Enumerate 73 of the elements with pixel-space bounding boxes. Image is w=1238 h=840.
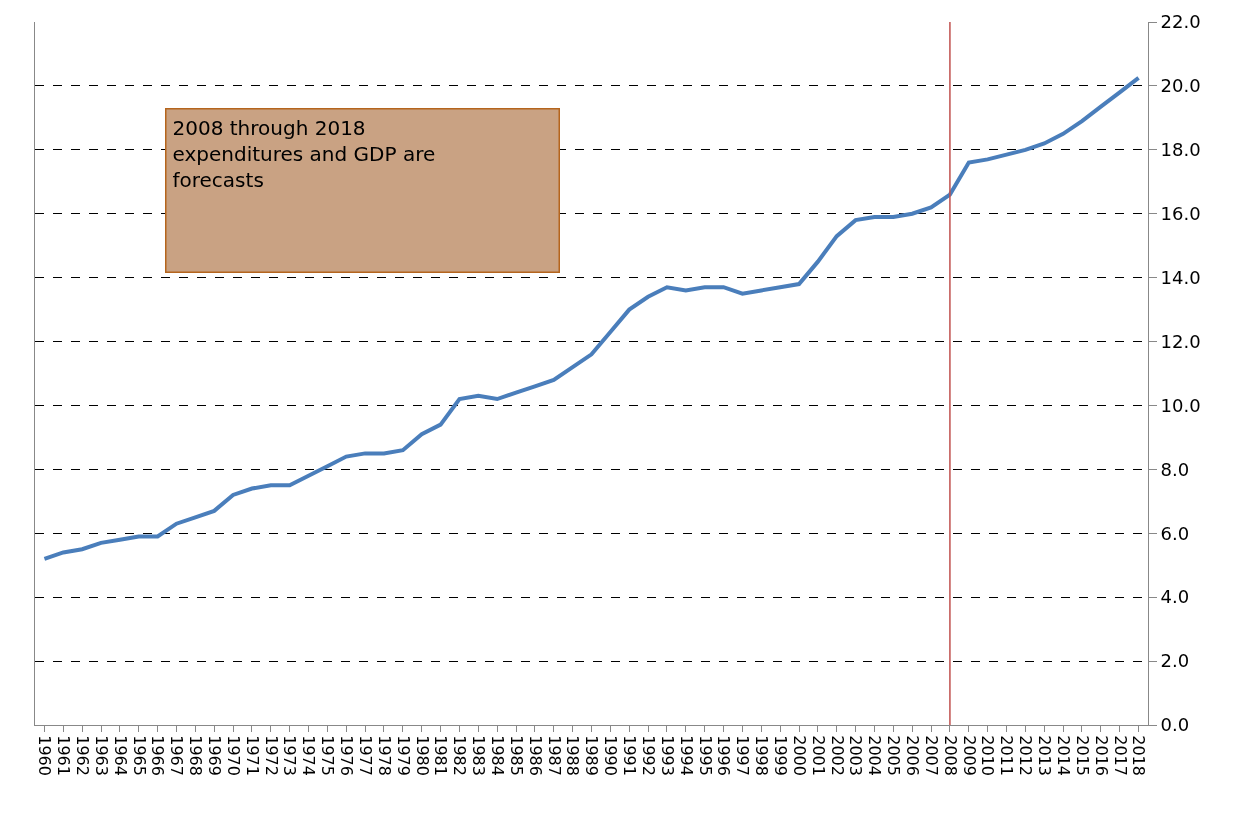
x-tick-label: 2005 xyxy=(884,735,904,776)
annotation: 2008 through 2018 expenditures and GDP are forecasts xyxy=(172,115,436,192)
y-tick-label: 14.0 xyxy=(1160,266,1201,288)
x-tick-label: 2007 xyxy=(921,735,941,776)
x-tick-label: 1963 xyxy=(91,735,111,776)
x-tick-label: 1992 xyxy=(638,735,658,776)
y-tick-label: 8.0 xyxy=(1160,458,1190,480)
x-tick-label: 2003 xyxy=(846,735,866,776)
x-tick-label: 1981 xyxy=(431,735,451,776)
line-series xyxy=(42,75,1141,561)
x-tick-label: 1996 xyxy=(714,735,734,776)
y-tick-label: 2.0 xyxy=(1160,650,1190,672)
x-tick-label: 1980 xyxy=(412,735,432,776)
x-tick-label: 2008 xyxy=(940,735,960,776)
x-tick-label: 1984 xyxy=(487,735,507,776)
x-tick-label: 2013 xyxy=(1035,735,1055,776)
x-tick-label: 1985 xyxy=(506,735,526,776)
x-tick-label: 1962 xyxy=(72,735,92,776)
x-tick-label: 1978 xyxy=(374,735,394,776)
y-tick-label: 16.0 xyxy=(1160,203,1201,225)
x-tick-label: 2004 xyxy=(865,735,885,776)
x-tick-label: 1998 xyxy=(752,735,772,776)
x-tick-label: 1999 xyxy=(770,735,790,776)
x-tick-label: 2002 xyxy=(827,735,847,776)
x-tick-label: 1969 xyxy=(205,735,225,776)
x-tick-label: 1979 xyxy=(393,735,413,776)
x-tick-label: 1987 xyxy=(544,735,564,776)
y-tick-label: 18.0 xyxy=(1160,139,1201,161)
x-tick-label: 2014 xyxy=(1053,735,1073,776)
x-tick-label: 1993 xyxy=(657,735,677,776)
x-tick-label: 1995 xyxy=(695,735,715,776)
y-tick-label: 20.0 xyxy=(1160,75,1201,97)
x-tick-label: 2016 xyxy=(1091,735,1111,776)
y-tick-label: 12.0 xyxy=(1160,330,1201,352)
x-tick-label: 1997 xyxy=(733,735,753,776)
x-tick-label: 1991 xyxy=(620,735,640,776)
x-tick-label: 1983 xyxy=(469,735,489,776)
x-tick-label: 1974 xyxy=(299,735,319,776)
x-tick-label: 1972 xyxy=(261,735,281,776)
x-tick-label: 2000 xyxy=(789,735,809,776)
x-tick-label: 1961 xyxy=(54,735,74,776)
x-tick-label: 2009 xyxy=(959,735,979,776)
x-tick-label: 2017 xyxy=(1110,735,1130,776)
x-tick-label: 1966 xyxy=(148,735,168,776)
x-tick-label: 2010 xyxy=(978,735,998,776)
x-tick-label: 2018 xyxy=(1129,735,1149,776)
x-tick-label: 1965 xyxy=(129,735,149,776)
x-tick-label: 2015 xyxy=(1072,735,1092,776)
x-tick-label: 1994 xyxy=(676,735,696,776)
x-tick-label: 1973 xyxy=(280,735,300,776)
x-tick-label: 1960 xyxy=(35,735,55,776)
x-tick-label: 1976 xyxy=(337,735,357,776)
x-tick-label: 1967 xyxy=(167,735,187,776)
y-tick-label: 6.0 xyxy=(1160,522,1190,544)
x-tick-label: 1986 xyxy=(525,735,545,776)
x-tick-label: 1982 xyxy=(450,735,470,776)
x-tick-label: 1977 xyxy=(355,735,375,776)
x-tick-label: 1971 xyxy=(242,735,262,776)
x-tick-label: 1970 xyxy=(223,735,243,776)
x-tick-label: 2006 xyxy=(902,735,922,776)
x-tick-label: 1975 xyxy=(318,735,338,776)
x-tick-label: 1988 xyxy=(563,735,583,776)
y-tick-label: 10.0 xyxy=(1160,394,1201,416)
x-tick-label: 2012 xyxy=(1016,735,1036,776)
x-tick-label: 1964 xyxy=(110,735,130,776)
y-tick-label: 4.0 xyxy=(1160,586,1190,608)
x-tick-label: 1989 xyxy=(582,735,602,776)
y-tick-label: 22.0 xyxy=(1160,11,1201,33)
x-tick-label: 2011 xyxy=(997,735,1017,776)
x-tick-label: 1990 xyxy=(601,735,621,776)
y-tick-label: 0.0 xyxy=(1160,714,1190,736)
x-tick-label: 1968 xyxy=(186,735,206,776)
x-tick-label: 2001 xyxy=(808,735,828,776)
